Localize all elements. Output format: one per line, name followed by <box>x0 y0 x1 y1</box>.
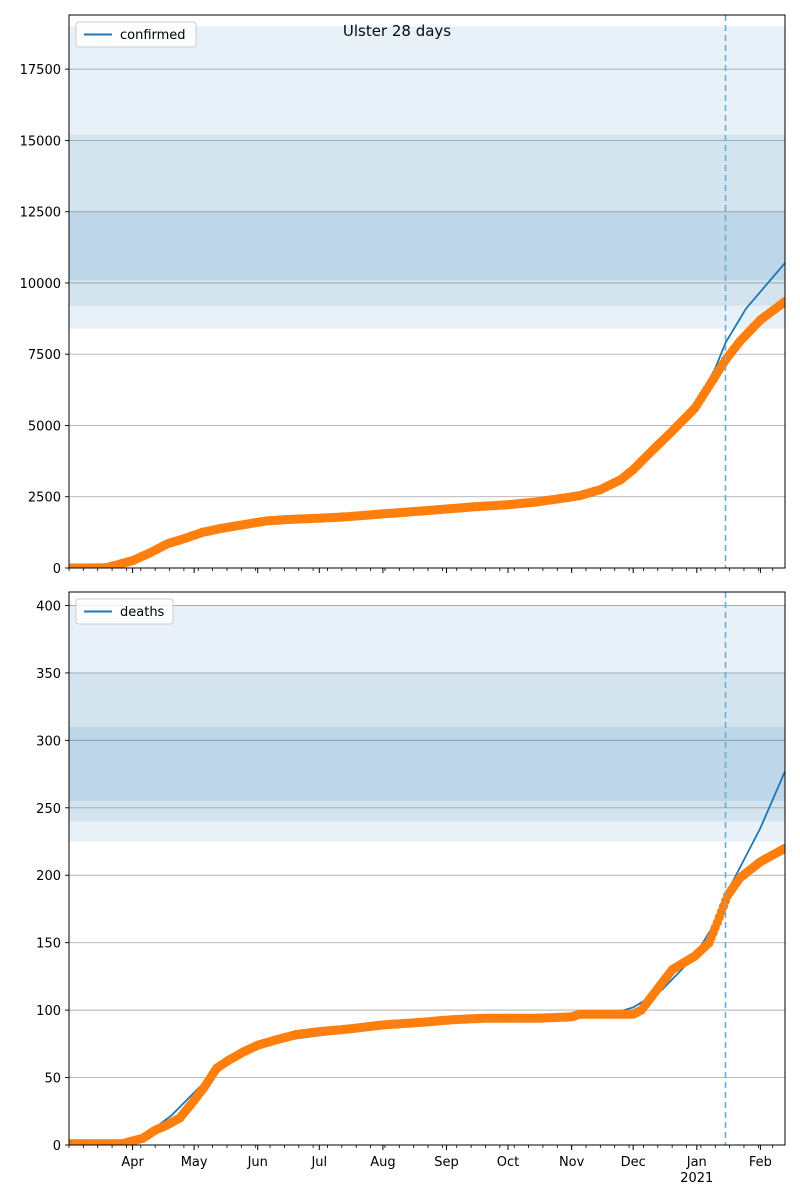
x-tick-label: Sep <box>434 1155 459 1170</box>
y-tick-label: 150 <box>36 937 61 952</box>
y-tick-label: 0 <box>53 1139 61 1154</box>
observed-point <box>780 296 785 307</box>
band-middle <box>69 672 785 822</box>
y-tick-label: 10000 <box>20 277 61 292</box>
band-inner <box>69 726 785 802</box>
y-tick-label: 2500 <box>28 491 61 506</box>
observed-points <box>69 296 785 568</box>
y-tick-label: 7500 <box>28 348 61 363</box>
axes-frame <box>68 14 786 569</box>
y-tick-label: 300 <box>36 734 61 749</box>
x-year-label: 2021 <box>680 1171 713 1186</box>
x-tick-label: Jun <box>247 1155 268 1170</box>
y-tick-label: 17500 <box>20 63 61 78</box>
y-tick-label: 5000 <box>28 419 61 434</box>
observed-points <box>69 843 785 1145</box>
y-tick-label: 400 <box>36 599 61 614</box>
x-tick-label: Aug <box>370 1155 395 1170</box>
legend-label: deaths <box>120 605 165 620</box>
x-tick-label: Dec <box>621 1155 646 1170</box>
y-tick-label: 50 <box>44 1072 61 1087</box>
y-tick-label: 250 <box>36 802 61 817</box>
axes-frame <box>68 591 786 1146</box>
y-tick-label: 350 <box>36 667 61 682</box>
x-tick-label: Jul <box>310 1155 327 1170</box>
y-tick-label: 100 <box>36 1004 61 1019</box>
band-inner <box>69 211 785 281</box>
y-tick-label: 15000 <box>20 134 61 149</box>
x-tick-label: Oct <box>497 1155 519 1170</box>
legend-box <box>75 598 174 625</box>
x-tick-label: Jan <box>686 1155 707 1170</box>
band-middle <box>69 134 785 306</box>
y-tick-label: 200 <box>36 869 61 884</box>
plot-area <box>69 26 785 568</box>
panel-deaths: 0 50 100 150 200 250 300 350 400 Apr May Jun Jul Aug S… <box>36 591 786 1186</box>
panel-confirmed: 0 2500 5000 7500 10000 12500 15000 17500 confirm… <box>20 14 786 577</box>
legend-label: confirmed <box>120 28 186 43</box>
x-tick-label: May <box>181 1155 208 1170</box>
plot-area <box>69 605 785 1145</box>
legend-box <box>75 21 197 48</box>
observed-point <box>780 843 785 853</box>
x-tick-label: Nov <box>559 1155 585 1170</box>
band-outer <box>69 26 785 329</box>
y-tick-label: 0 <box>53 562 61 577</box>
x-tick-label: Apr <box>121 1155 144 1170</box>
chart-title: Ulster 28 days <box>343 22 451 40</box>
band-outer <box>69 605 785 842</box>
y-tick-label: 12500 <box>20 206 61 221</box>
x-tick-label: Feb <box>749 1155 772 1170</box>
